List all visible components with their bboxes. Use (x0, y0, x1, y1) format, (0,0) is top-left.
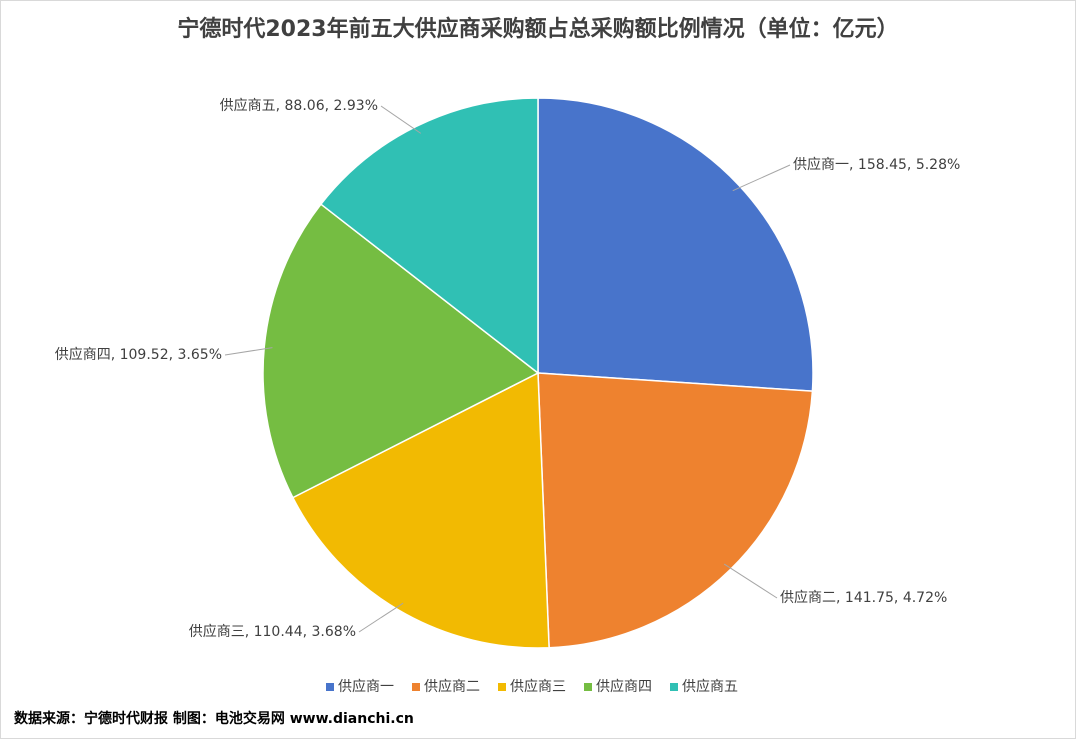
label-value: 158.45 (858, 157, 907, 173)
data-label: 供应商三, 110.44, 3.68% (189, 623, 356, 640)
label-share: 2.93% (334, 98, 378, 114)
legend-swatch (498, 683, 506, 691)
legend-swatch (412, 683, 420, 691)
legend-label: 供应商二 (424, 678, 480, 695)
label-value: 109.52 (120, 347, 169, 363)
label-value: 141.75 (845, 590, 894, 606)
label-share: 3.68% (312, 624, 356, 640)
legend-label: 供应商五 (682, 678, 738, 695)
source-note: 数据来源：宁德时代财报 制图：电池交易网 www.dianchi.cn (14, 710, 414, 727)
data-label: 供应商五, 88.06, 2.93% (220, 97, 378, 114)
legend-label: 供应商三 (510, 678, 566, 695)
label-category: 供应商五 (220, 97, 276, 114)
leader-line (224, 347, 273, 356)
legend-label: 供应商一 (338, 678, 394, 695)
legend-swatch (326, 683, 334, 691)
leader-line (380, 105, 422, 134)
label-value: 110.44 (254, 624, 303, 640)
data-label: 供应商四, 109.52, 3.65% (55, 346, 222, 363)
label-category: 供应商四 (55, 346, 111, 363)
label-category: 供应商三 (189, 623, 245, 640)
data-label: 供应商二, 141.75, 4.72% (780, 589, 947, 606)
label-share: 3.65% (178, 347, 222, 363)
data-label: 供应商一, 158.45, 5.28% (793, 156, 960, 173)
leader-line (358, 602, 404, 633)
legend-swatch (584, 683, 592, 691)
chart-title: 宁德时代2023年前五大供应商采购额占总采购额比例情况（单位：亿元） (177, 16, 898, 42)
legend-swatch (670, 683, 678, 691)
label-value: 88.06 (285, 98, 325, 114)
pie-slice (262, 203, 540, 499)
label-category: 供应商一 (793, 156, 849, 173)
pie-slice (537, 372, 814, 649)
pie-slice (319, 97, 539, 375)
label-share: 5.28% (916, 157, 960, 173)
label-share: 4.72% (903, 590, 947, 606)
label-category: 供应商二 (780, 589, 836, 606)
leader-line (723, 563, 778, 599)
pie-slice (537, 97, 814, 392)
pie-slice (291, 371, 550, 649)
leader-line (732, 164, 791, 192)
legend-label: 供应商四 (596, 678, 652, 695)
